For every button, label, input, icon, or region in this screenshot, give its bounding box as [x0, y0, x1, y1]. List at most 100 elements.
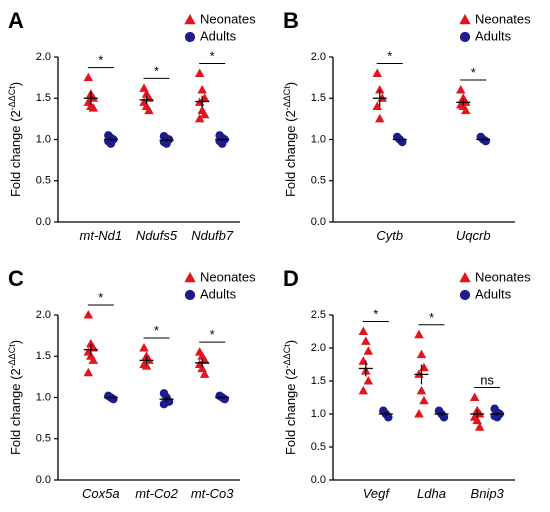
data-point — [220, 394, 229, 404]
data-point — [358, 356, 369, 365]
x-tick-label: Ndufs5 — [136, 228, 178, 243]
data-point — [109, 394, 118, 404]
data-point — [162, 139, 171, 148]
significance-label: * — [210, 49, 215, 64]
legend-label: Neonates — [475, 11, 531, 26]
significance-label: * — [154, 63, 159, 78]
y-axis-label-part: ) — [8, 340, 23, 344]
significance-label: * — [471, 65, 476, 80]
panel: A Fold change (2-ΔΔCt) 0.0 0.5 1.0 1.5 2.0 mt-N… — [7, 8, 256, 243]
y-tick-label: 2.0 — [311, 342, 326, 354]
legend-marker — [184, 289, 196, 301]
data-point — [358, 385, 369, 395]
data-point — [492, 413, 502, 422]
legend-label: Neonates — [200, 11, 256, 26]
y-tick-label: 1.0 — [36, 391, 51, 403]
data-point — [199, 109, 210, 119]
significance-label: ns — [480, 373, 494, 388]
y-tick-label: 1.5 — [36, 92, 51, 104]
data-point — [419, 362, 429, 372]
panel-label: A — [8, 8, 24, 33]
y-tick-label: 1.0 — [311, 133, 326, 145]
y-tick-label: 1.0 — [36, 133, 51, 145]
y-axis-label: Fold change (2-ΔΔCt) — [282, 340, 298, 455]
legend-marker — [184, 14, 196, 25]
y-axis-label-part: -ΔΔCt — [282, 344, 292, 369]
data-point — [217, 139, 227, 148]
y-tick-label: 1.5 — [311, 92, 326, 104]
legend-label: Neonates — [200, 269, 256, 284]
y-tick-label: 1.5 — [36, 350, 51, 362]
y-axis-label-part: ) — [8, 82, 23, 86]
data-point — [83, 310, 94, 319]
data-point — [83, 72, 94, 82]
y-tick-label: 2.0 — [36, 309, 51, 321]
legend-label: Adults — [200, 286, 237, 301]
panel: C Fold change (2-ΔΔCt) 0.0 0.5 1.0 1.5 2.0 Cox5… — [7, 266, 256, 501]
y-axis-label-part: -ΔΔCt — [282, 86, 292, 111]
data-point — [199, 369, 210, 378]
y-axis-label: Fold change (2-ΔΔCt) — [7, 82, 23, 197]
data-point — [88, 103, 99, 112]
legend-label: Adults — [475, 286, 512, 301]
panel-label: B — [283, 8, 299, 33]
y-axis-label-part: -ΔΔCt — [7, 86, 17, 111]
y-axis-label-part: ) — [283, 82, 298, 86]
data-point — [414, 329, 424, 339]
data-point — [375, 113, 385, 123]
x-tick-label: Ldha — [417, 486, 446, 501]
data-point — [139, 83, 149, 92]
panel-label: D — [283, 266, 299, 291]
legend-marker — [459, 31, 471, 43]
legend-marker — [459, 272, 471, 283]
data-point — [474, 422, 485, 431]
data-point — [83, 367, 94, 377]
y-axis-label-part: Fold change (2 — [283, 110, 298, 197]
data-point — [456, 85, 466, 94]
data-point — [194, 113, 205, 123]
significance-label: * — [98, 53, 103, 68]
x-tick-label: Uqcrb — [456, 228, 491, 243]
data-point — [159, 399, 169, 409]
y-tick-label: 0.0 — [36, 216, 51, 228]
y-tick-label: 0.5 — [311, 175, 326, 187]
legend-label: Neonates — [475, 269, 531, 284]
data-point — [414, 409, 424, 418]
y-tick-label: 2.0 — [36, 51, 51, 63]
legend-label: Adults — [200, 28, 237, 43]
data-point — [144, 105, 154, 115]
significance-label: * — [387, 49, 392, 64]
data-point — [372, 101, 382, 110]
panel-label: C — [8, 266, 24, 291]
x-tick-label: Cytb — [376, 228, 403, 243]
x-tick-label: Cox5a — [82, 486, 120, 501]
y-axis-label-part: Fold change (2 — [8, 110, 23, 197]
x-tick-label: Bnip3 — [471, 486, 505, 501]
significance-label: * — [98, 290, 103, 305]
y-tick-label: 2.0 — [311, 51, 326, 63]
significance-label: * — [429, 310, 434, 325]
data-point — [372, 68, 382, 77]
y-axis-label: Fold change (2-ΔΔCt) — [282, 82, 298, 197]
legend-marker — [459, 14, 471, 25]
y-tick-label: 1.5 — [311, 375, 326, 387]
y-tick-label: 0.0 — [311, 216, 326, 228]
data-point — [106, 139, 116, 148]
data-point — [375, 85, 385, 94]
data-point — [194, 68, 205, 77]
data-point — [363, 376, 374, 385]
data-point — [416, 349, 427, 359]
legend-label: Adults — [475, 28, 512, 43]
x-tick-label: Ndufb7 — [191, 228, 234, 243]
data-point — [377, 93, 387, 102]
x-tick-label: mt-Co3 — [191, 486, 234, 501]
y-axis-label-part: ) — [283, 340, 298, 344]
legend-marker — [184, 272, 196, 283]
significance-label: * — [154, 323, 159, 338]
data-point — [197, 85, 207, 94]
data-point — [139, 343, 149, 352]
significance-label: * — [373, 307, 378, 322]
data-point — [469, 392, 480, 401]
significance-label: * — [210, 327, 215, 342]
